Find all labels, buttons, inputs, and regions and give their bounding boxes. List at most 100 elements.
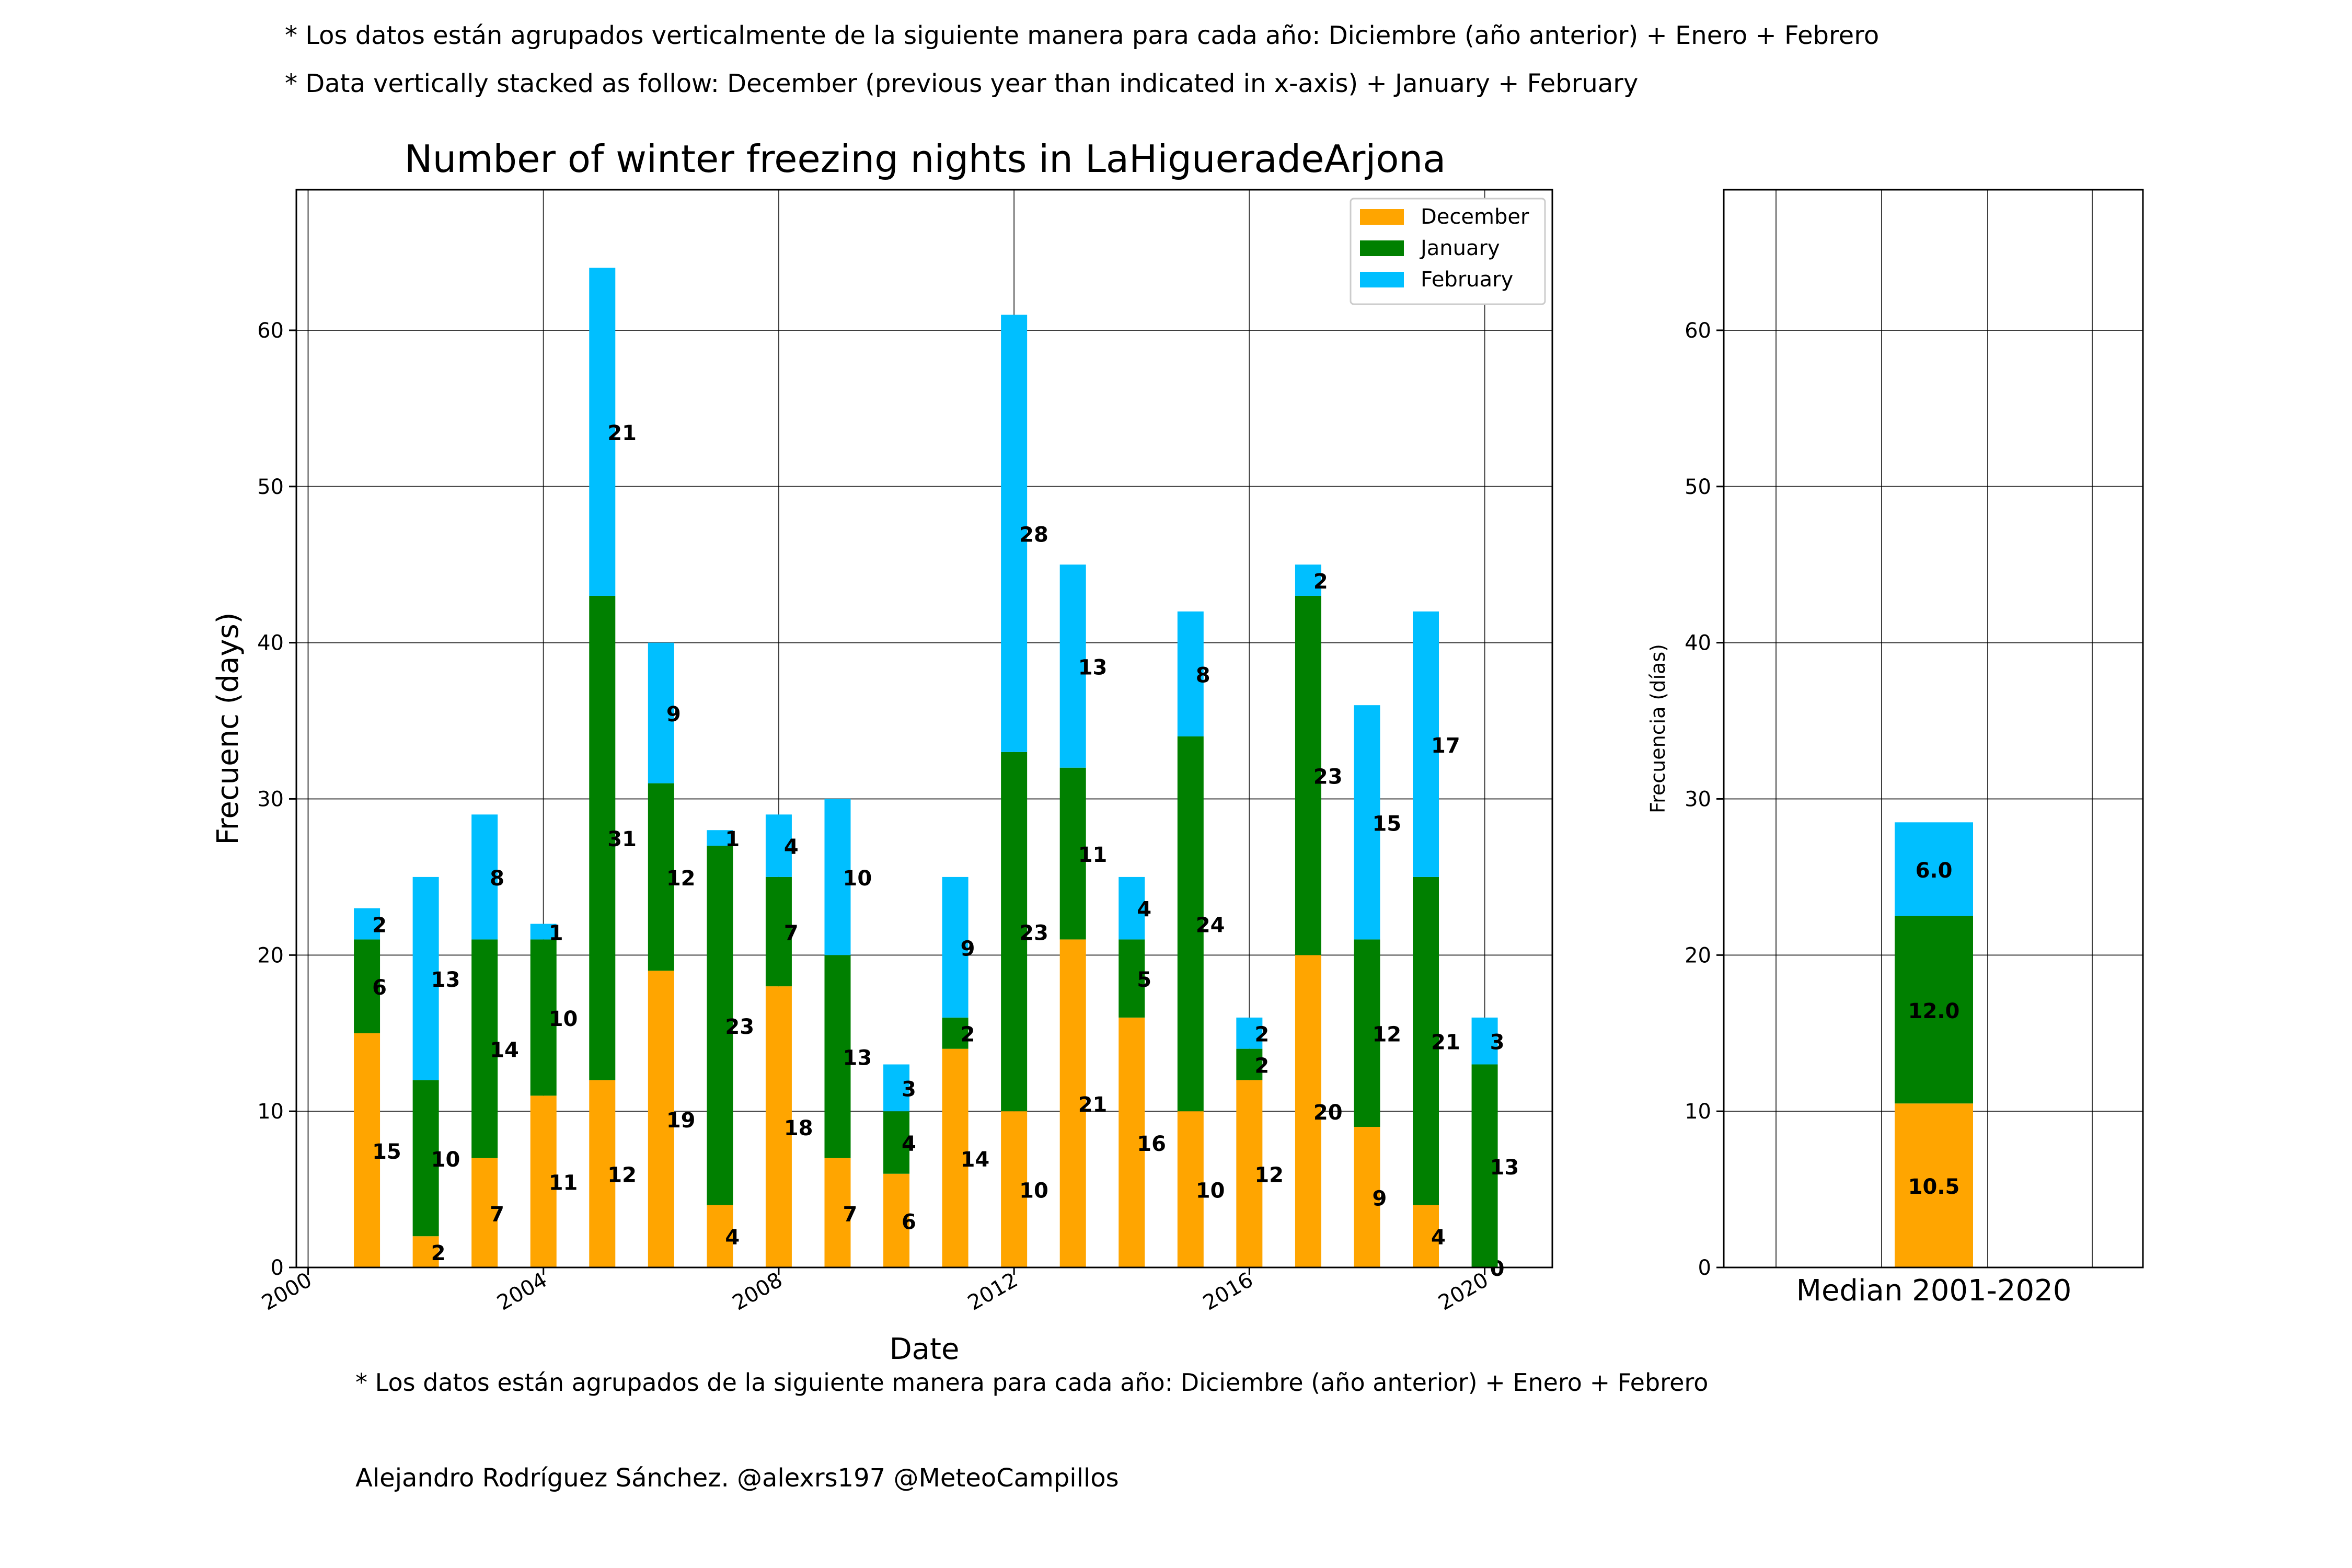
bar-value-label: 8 (490, 867, 504, 891)
bar-value-label: 23 (1019, 921, 1048, 945)
median-bar-value-label: 6.0 (1916, 859, 1953, 883)
bar-february (1119, 877, 1145, 940)
bar-value-label: 23 (725, 1015, 754, 1039)
bar-february (1413, 611, 1439, 877)
legend-label-january: January (1419, 236, 1500, 260)
bar-december (824, 1158, 851, 1267)
x-tick-label: 2016 (1199, 1268, 1257, 1316)
bar-january (1295, 595, 1321, 955)
y-tick-label: 0 (271, 1256, 284, 1280)
bar-january (765, 877, 792, 987)
bar-february (1001, 315, 1028, 752)
bar-december (1001, 1111, 1028, 1267)
bar-december (1177, 1111, 1204, 1267)
bar-value-label: 6 (902, 1210, 916, 1234)
y-tick-label: 50 (257, 475, 284, 499)
bar-value-label: 21 (607, 421, 637, 445)
bar-january (1236, 1048, 1263, 1080)
bar-february (1295, 564, 1321, 596)
main-chart: 1562210137148111011231211912942311874713… (211, 189, 1553, 1366)
bar-february (589, 268, 616, 596)
bar-value-label: 2 (1313, 570, 1328, 594)
median-bar-february (1895, 822, 1973, 916)
median-bar-december (1895, 1103, 1973, 1267)
bar-value-label: 7 (784, 921, 799, 945)
bar-january (1001, 752, 1028, 1112)
bar-value-label: 20 (1313, 1101, 1343, 1125)
y-tick-label: 30 (257, 787, 284, 811)
author-credit: Alejandro Rodríguez Sánchez. @alexrs197 … (355, 1463, 1119, 1493)
bar-february (530, 924, 557, 940)
bar-january (354, 939, 381, 1033)
bar-value-label: 18 (784, 1116, 813, 1140)
bar-value-label: 21 (1078, 1093, 1108, 1117)
bar-value-label: 9 (1372, 1187, 1387, 1211)
bar-january (530, 939, 557, 1096)
bar-december (471, 1158, 498, 1267)
median-y-tick-label: 50 (1685, 475, 1711, 499)
legend-swatch-january (1360, 240, 1404, 256)
median-y-tick-label: 30 (1685, 787, 1711, 811)
bar-value-label: 12 (666, 867, 696, 891)
bar-value-label: 2 (1254, 1054, 1269, 1078)
bar-january (1119, 939, 1145, 1018)
bar-january (883, 1111, 910, 1174)
bar-january (824, 955, 851, 1158)
top-note-spanish: * Los datos están agrupados verticalment… (285, 21, 1880, 50)
bar-value-label: 28 (1019, 523, 1048, 547)
bar-value-label: 10 (549, 1007, 578, 1031)
bar-value-label: 10 (431, 1148, 460, 1172)
bar-february (412, 877, 439, 1080)
median-chart: 10.5 12.0 6.0 0 10 20 30 40 50 60 Median 2001-2020… (1646, 189, 2144, 1308)
bar-february (883, 1064, 910, 1112)
bar-december (707, 1205, 733, 1267)
legend-swatch-february (1360, 272, 1404, 287)
median-y-tick-label: 10 (1685, 1100, 1711, 1124)
median-bar-value-label: 10.5 (1908, 1175, 1960, 1199)
bar-december (648, 971, 674, 1267)
bar-value-label: 31 (607, 827, 637, 851)
bar-february (1177, 611, 1204, 736)
bar-value-label: 11 (1078, 843, 1108, 867)
x-tick-label: 2000 (258, 1268, 316, 1316)
bar-value-label: 13 (1078, 655, 1108, 679)
bar-december (1354, 1127, 1380, 1267)
bar-value-label: 24 (1196, 914, 1225, 938)
bar-january (1354, 939, 1380, 1127)
median-y-tick-label: 40 (1685, 631, 1711, 655)
bar-value-label: 3 (902, 1077, 916, 1101)
bar-value-label: 12 (1372, 1023, 1401, 1047)
bar-february (765, 814, 792, 877)
bar-value-label: 13 (843, 1046, 872, 1070)
x-tick-label: 2004 (493, 1268, 551, 1316)
bar-january (648, 783, 674, 971)
legend: December January February (1350, 198, 1546, 305)
bar-value-label: 2 (372, 914, 387, 938)
bar-december (1236, 1080, 1263, 1267)
bar-value-label: 13 (1490, 1156, 1519, 1180)
x-tick-label: 2008 (729, 1268, 787, 1316)
bar-february (471, 814, 498, 940)
bar-february (824, 799, 851, 955)
legend-label-december: December (1421, 205, 1529, 229)
bar-january (1413, 877, 1439, 1205)
bar-december (765, 986, 792, 1267)
bar-value-label: 11 (549, 1171, 578, 1195)
median-bar-january (1895, 916, 1973, 1104)
bar-february (648, 642, 674, 783)
bar-december (1413, 1205, 1439, 1267)
bar-december (589, 1080, 616, 1267)
main-plot-frame (295, 189, 1553, 1269)
y-axis-label: Frecuenc (days) (211, 612, 245, 845)
bar-value-label: 9 (961, 937, 975, 961)
bar-february (354, 908, 381, 940)
bar-december (942, 1048, 969, 1267)
bar-value-label: 17 (1431, 734, 1460, 758)
median-y-tick-label: 0 (1698, 1256, 1711, 1280)
bar-value-label: 2 (1254, 1023, 1269, 1047)
bar-value-label: 4 (902, 1132, 916, 1156)
bar-january (589, 595, 616, 1080)
bar-december (1119, 1017, 1145, 1267)
y-tick-label: 40 (257, 631, 284, 655)
